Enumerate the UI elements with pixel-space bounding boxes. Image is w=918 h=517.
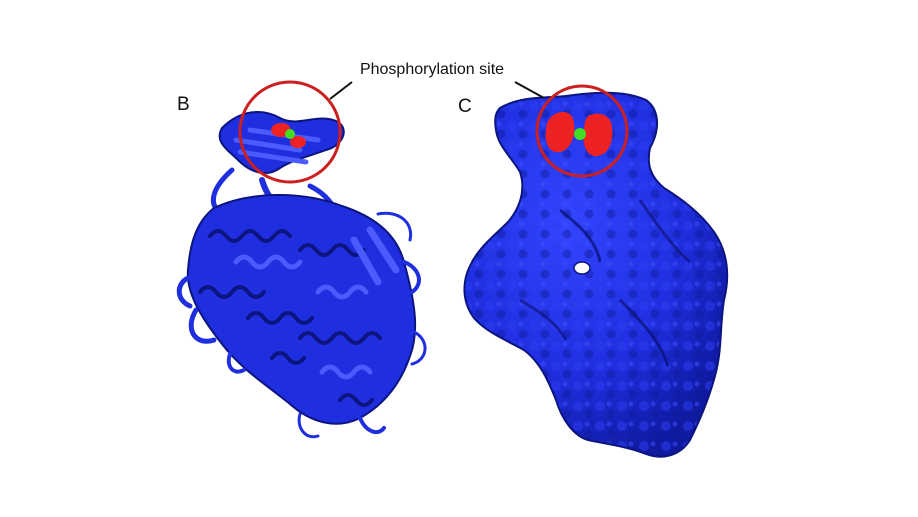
ribbon-structure	[176, 111, 427, 439]
ligand-marker-b	[285, 129, 295, 139]
callout-label: Phosphorylation site	[360, 61, 504, 78]
panel-c-label: C	[458, 96, 472, 117]
panel-b-label: B	[177, 94, 190, 115]
surface-structure	[463, 91, 729, 458]
phosphorylation-callout: Phosphorylation site	[329, 61, 545, 100]
phosphorylation-site-c	[545, 111, 613, 156]
leader-line-left	[329, 81, 353, 100]
site-circle-b	[238, 80, 342, 184]
site-circle-c	[535, 84, 629, 178]
panel-b: B	[176, 80, 427, 439]
leader-line-right	[514, 81, 545, 99]
panel-c: C	[458, 84, 729, 458]
phosphorylation-site-b	[271, 123, 306, 148]
ligand-marker-c	[574, 128, 586, 140]
